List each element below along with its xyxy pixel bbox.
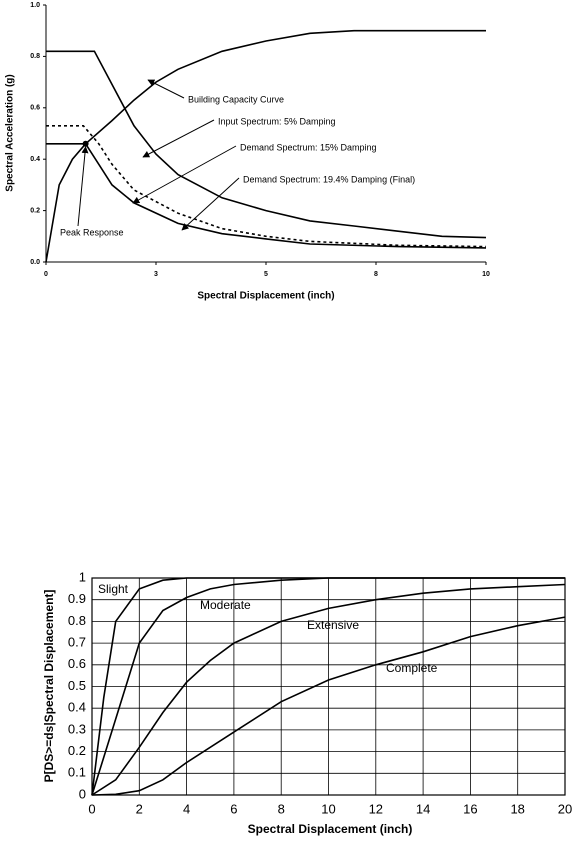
x-tick-label: 16: [463, 801, 477, 816]
x-tick-label: 18: [510, 801, 524, 816]
x-tick-label: 20: [558, 801, 572, 816]
x-tick-label: 4: [183, 801, 190, 816]
series-label: Slight: [98, 582, 129, 596]
label-arrow: [147, 79, 185, 99]
x-tick-label: 8: [374, 271, 378, 278]
y-tick-label: 0: [79, 786, 86, 801]
y-tick-label: 0.2: [30, 207, 40, 214]
series-line: [91, 577, 565, 796]
y-tick-label: 0.8: [68, 613, 86, 628]
series-label: Extensive: [307, 618, 359, 632]
y-axis-label: Spectral Acceleration (g): [5, 74, 16, 191]
label-arrow: [181, 177, 240, 231]
y-tick-label: 0.5: [68, 678, 86, 693]
x-tick-label: 8: [278, 801, 285, 816]
annotation: Peak Response: [60, 227, 124, 237]
series-line: [46, 143, 487, 249]
x-tick-label: 0: [44, 271, 48, 278]
x-axis-label: Spectral Displacement (inch): [248, 822, 413, 836]
x-axis-label: Spectral Displacement (inch): [197, 291, 334, 302]
label-arrow: [142, 119, 215, 158]
y-tick-label: 0.1: [68, 765, 86, 780]
series-label: Input Spectrum: 5% Damping: [218, 116, 336, 126]
x-tick-label: 10: [482, 271, 490, 278]
x-tick-label: 0: [88, 801, 95, 816]
y-tick-label: 0.8: [30, 53, 40, 60]
y-tick-label: 0.2: [68, 743, 86, 758]
x-tick-label: 12: [369, 801, 383, 816]
y-tick-label: 1: [79, 569, 86, 584]
x-tick-label: 3: [154, 271, 158, 278]
label-arrow: [132, 145, 237, 204]
series-label: Demand Spectrum: 15% Damping: [240, 142, 377, 152]
x-tick-label: 2: [136, 801, 143, 816]
peak-point: [82, 140, 89, 147]
annotation-arrow: [77, 146, 89, 227]
series-line: [91, 577, 565, 796]
y-tick-label: 0.4: [30, 156, 40, 163]
series-label: Complete: [386, 661, 438, 675]
y-tick-label: 1.0: [30, 2, 40, 9]
series-line: [45, 29, 486, 263]
series-label: Building Capacity Curve: [188, 94, 284, 104]
y-tick-label: 0.3: [68, 721, 86, 736]
y-tick-label: 0.6: [30, 105, 40, 112]
y-tick-label: 0.6: [68, 656, 86, 671]
x-tick-label: 14: [416, 801, 430, 816]
y-tick-label: 0.4: [68, 700, 86, 715]
y-tick-label: 0.0: [30, 259, 40, 266]
series-line: [46, 50, 487, 239]
series-label: Demand Spectrum: 19.4% Damping (Final): [243, 174, 415, 184]
x-tick-label: 6: [230, 801, 237, 816]
y-tick-label: 0.7: [68, 635, 86, 650]
y-axis-label: P[DS>=ds|Spectral Displacement]: [42, 590, 56, 783]
y-tick-label: 0.9: [68, 591, 86, 606]
series-line: [91, 616, 566, 796]
series-label: Moderate: [200, 598, 251, 612]
x-tick-label: 5: [264, 271, 268, 278]
series-line: [46, 125, 487, 248]
x-tick-label: 10: [321, 801, 335, 816]
series-line: [91, 583, 566, 796]
